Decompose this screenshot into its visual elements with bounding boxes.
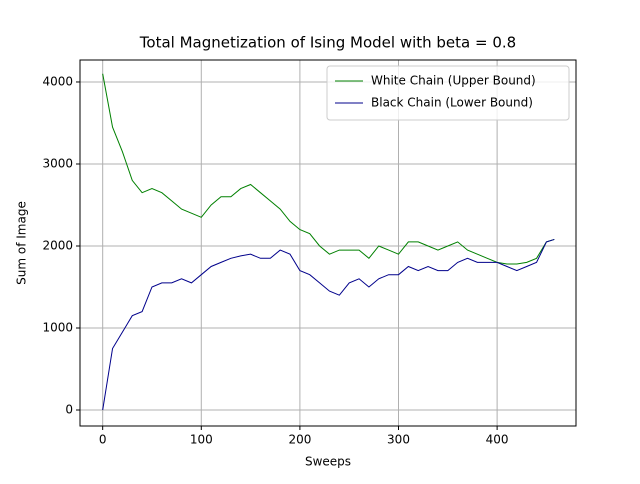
y-axis-label: Sum of Image bbox=[15, 201, 29, 285]
x-tick-label: 400 bbox=[486, 433, 509, 447]
y-tick-label: 3000 bbox=[42, 156, 73, 170]
chart-title: Total Magnetization of Ising Model with … bbox=[139, 34, 516, 52]
series-line bbox=[102, 73, 555, 265]
x-tick-label: 200 bbox=[288, 433, 311, 447]
x-tick-label: 0 bbox=[99, 433, 107, 447]
legend-box bbox=[326, 65, 570, 121]
legend-label: White Chain (Upper Bound) bbox=[371, 74, 536, 88]
x-tick-label: 100 bbox=[190, 433, 213, 447]
series-line bbox=[102, 238, 555, 411]
x-tick-label: 300 bbox=[387, 433, 410, 447]
y-tick-label: 1000 bbox=[42, 321, 73, 335]
x-axis-label: Sweeps bbox=[305, 455, 351, 469]
y-tick-label: 2000 bbox=[42, 238, 73, 252]
plot-frame bbox=[79, 59, 577, 427]
y-tick-label: 4000 bbox=[42, 74, 73, 88]
y-tick-label: 0 bbox=[65, 403, 73, 417]
legend-label: Black Chain (Lower Bound) bbox=[371, 96, 533, 110]
